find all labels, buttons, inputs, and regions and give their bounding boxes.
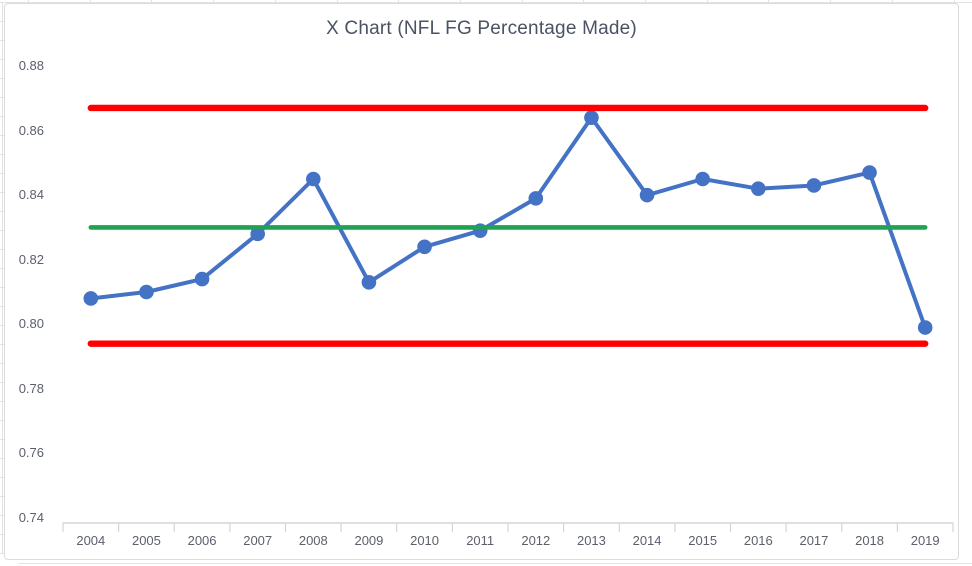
spreadsheet-gridline — [0, 249, 4, 250]
spreadsheet-gridline — [0, 59, 4, 60]
x-axis-tick-label: 2009 — [354, 533, 384, 548]
x-axis-tick-label: 2018 — [855, 533, 885, 548]
spreadsheet-gridline — [0, 211, 4, 212]
spreadsheet-gridline — [0, 401, 4, 402]
spreadsheet-gridline — [0, 534, 4, 535]
spreadsheet-gridline — [0, 496, 4, 497]
y-axis-tick-label: 0.78 — [18, 380, 44, 396]
x-axis-tick-label: 2019 — [910, 533, 940, 548]
x-axis-tick-label: 2004 — [76, 533, 106, 548]
x-axis-tick-label: 2005 — [131, 533, 161, 548]
spreadsheet-gridline — [0, 154, 4, 155]
spreadsheet-gridline — [706, 0, 708, 4]
spreadsheet-gridline — [0, 173, 4, 174]
spreadsheet-gridline — [0, 40, 4, 41]
spreadsheet-gridline — [0, 97, 4, 98]
spreadsheet-gridline — [28, 0, 29, 4]
spreadsheet-gridline — [0, 439, 4, 440]
x-axis-tick-label: 2008 — [298, 533, 328, 548]
y-axis-tick-label: 0.84 — [18, 187, 44, 203]
x-axis-tick-label: 2006 — [187, 533, 217, 548]
x-axis-tick-label: 2011 — [466, 533, 495, 548]
data-point-marker[interactable] — [528, 191, 544, 206]
spreadsheet-gridline — [0, 553, 4, 554]
spreadsheet-gridline — [583, 0, 585, 4]
spreadsheet-gridline — [0, 2, 972, 3]
spreadsheet-gridline — [768, 0, 770, 4]
spreadsheet-gridline — [398, 0, 400, 4]
spreadsheet-gridline — [0, 230, 4, 231]
spreadsheet-gridline — [0, 116, 4, 117]
x-axis-tick-label: 2012 — [521, 533, 551, 548]
spreadsheet-gridline — [0, 363, 4, 364]
x-axis-tick-label: 2014 — [632, 533, 662, 548]
y-axis-tick-label: 0.82 — [18, 251, 44, 267]
spreadsheet-gridline — [18, 563, 972, 564]
spreadsheet-gridline — [0, 515, 4, 516]
x-axis-tick-label: 2013 — [576, 533, 606, 548]
spreadsheet-gridline — [0, 306, 4, 307]
y-axis-tick-label: 0.74 — [18, 510, 44, 525]
spreadsheet-gridline — [2, 2, 3, 554]
spreadsheet-gridline — [0, 344, 4, 345]
spreadsheet-gridline — [0, 268, 4, 269]
data-point-marker[interactable] — [361, 275, 377, 290]
x-axis-tick-label: 2010 — [410, 533, 440, 548]
spreadsheet-gridline — [0, 477, 4, 478]
series-line-fg-percentage[interactable] — [88, 115, 928, 330]
x-axis-tick-label: 2016 — [743, 533, 773, 548]
spreadsheet-gridline — [0, 21, 4, 22]
spreadsheet-gridline — [336, 0, 338, 4]
spreadsheet-gridline — [521, 0, 523, 4]
data-point-marker[interactable] — [751, 181, 766, 196]
chart-title[interactable]: X Chart (NFL FG Percentage Made) — [326, 18, 637, 39]
data-point-marker[interactable] — [639, 187, 655, 203]
data-point-marker[interactable] — [83, 291, 99, 306]
data-point-marker[interactable] — [806, 178, 822, 193]
spreadsheet-gridline — [0, 382, 4, 383]
spreadsheet-gridline — [459, 0, 461, 4]
spreadsheet-gridline — [0, 458, 4, 459]
plot-area[interactable] — [5, 4, 957, 558]
data-point-marker[interactable] — [584, 110, 599, 125]
y-axis-tick-label: 0.80 — [18, 316, 44, 332]
spreadsheet-gridline — [953, 0, 955, 4]
data-point-marker[interactable] — [695, 171, 710, 187]
y-axis-tick-label: 0.76 — [18, 445, 44, 461]
y-axis-tick-label: 0.86 — [18, 122, 44, 138]
data-point-marker[interactable] — [250, 226, 265, 242]
chart-area[interactable]: X Chart (NFL FG Percentage Made) 0.74 0.7… — [4, 3, 959, 560]
y-axis-tick-label: 0.88 — [18, 58, 44, 73]
spreadsheet-gridline — [891, 0, 893, 4]
spreadsheet-gridline — [0, 135, 4, 136]
spreadsheet-gridline — [213, 0, 215, 4]
data-point-marker[interactable] — [194, 271, 210, 287]
data-point-marker[interactable] — [417, 239, 432, 255]
spreadsheet-gridline — [0, 325, 4, 326]
spreadsheet-gridline — [89, 0, 91, 4]
data-point-marker[interactable] — [917, 320, 933, 335]
spreadsheet-gridline — [0, 287, 4, 288]
x-axis-tick-label: 2007 — [243, 533, 273, 548]
data-point-marker[interactable] — [306, 171, 321, 187]
data-point-marker[interactable] — [139, 284, 154, 300]
spreadsheet-gridline — [830, 0, 832, 4]
spreadsheet-gridline — [645, 0, 646, 4]
data-point-marker[interactable] — [862, 165, 877, 180]
spreadsheet-gridline — [274, 0, 276, 4]
x-axis-tick-label: 2015 — [688, 533, 718, 548]
spreadsheet-gridline — [0, 78, 4, 79]
spreadsheet-gridline — [0, 192, 4, 193]
spreadsheet-gridline — [0, 420, 4, 421]
x-axis-tick-label: 2017 — [799, 533, 829, 548]
spreadsheet-gridline — [151, 0, 153, 4]
